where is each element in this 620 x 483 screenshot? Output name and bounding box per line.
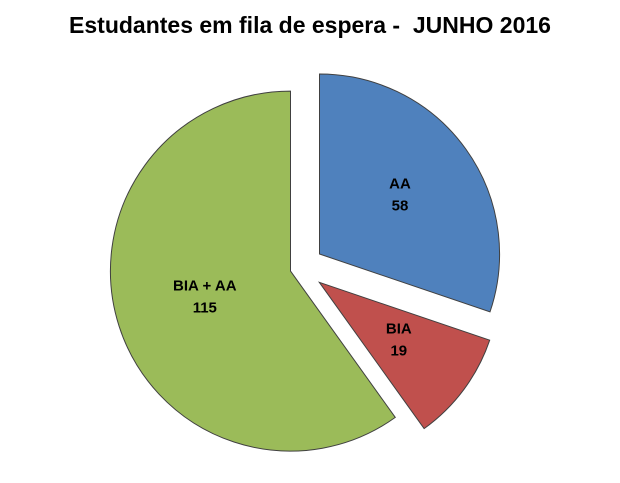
slice-label-bia: BIA xyxy=(386,320,412,337)
pie-slice-aa xyxy=(319,73,501,313)
slice-value-aa: 58 xyxy=(392,197,409,214)
pie-slice-bia xyxy=(317,281,491,430)
chart-title: Estudantes em fila de espera - JUNHO 201… xyxy=(69,12,551,38)
slice-label-aa: AA xyxy=(389,175,411,192)
slice-value-bia: 19 xyxy=(390,342,407,359)
slice-label-bia-aa: BIA + AA xyxy=(173,278,237,295)
slice-value-bia-aa: 115 xyxy=(193,300,217,317)
pie-slice-bia-aa xyxy=(110,90,396,452)
